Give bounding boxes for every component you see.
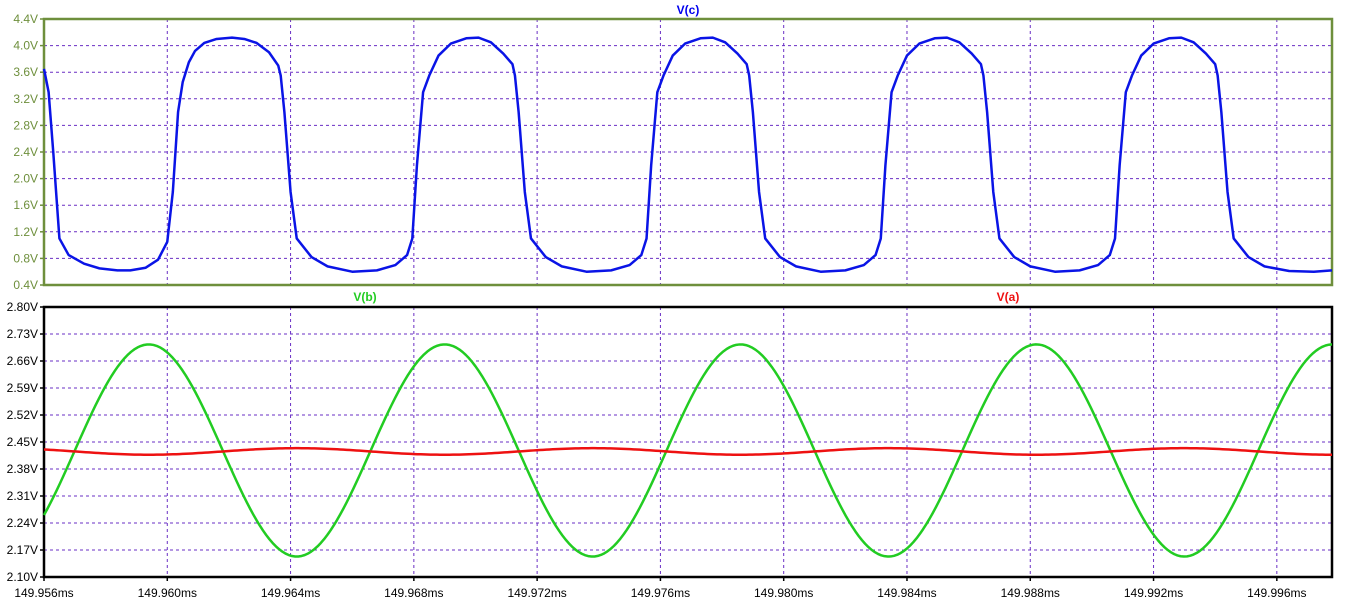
x-tick-label: 149.972ms (507, 586, 566, 600)
x-tick-label: 149.984ms (877, 586, 936, 600)
y-tick-label-vb-va: 2.10V (7, 570, 38, 584)
y-tick-label-vc: 3.6V (13, 65, 38, 79)
y-tick-label-vb-va: 2.24V (7, 516, 38, 530)
y-tick-label-vc: 2.4V (13, 145, 38, 159)
y-tick-label-vc: 3.2V (13, 92, 38, 106)
y-tick-label-vc: 4.4V (13, 12, 38, 26)
series-line-vc (42, 36, 1333, 273)
x-tick-label: 149.964ms (261, 586, 320, 600)
series-line-va (43, 446, 1333, 456)
y-tick-label-vc: 0.4V (13, 278, 38, 292)
y-tick-label-vb-va: 2.66V (7, 354, 38, 368)
y-tick-label-vb-va: 2.38V (7, 462, 38, 476)
plot-frame-vc (42, 17, 1334, 287)
series-title-va[interactable]: V(a) (997, 290, 1020, 304)
x-tick-label: 149.988ms (1001, 586, 1060, 600)
y-tick-label-vb-va: 2.52V (7, 408, 38, 422)
series-line-vb (42, 343, 1333, 558)
y-tick-label-vc: 1.2V (13, 225, 38, 239)
y-tick-label-vc: 1.6V (13, 198, 38, 212)
y-tick-label-vc: 0.8V (13, 251, 38, 265)
y-tick-label-vb-va: 2.80V (7, 300, 38, 314)
x-tick-label: 149.996ms (1247, 586, 1306, 600)
x-tick-label: 149.976ms (631, 586, 690, 600)
x-tick-label: 149.956ms (14, 586, 73, 600)
y-tick-label-vb-va: 2.17V (7, 543, 38, 557)
series-title-vc[interactable]: V(c) (677, 3, 700, 17)
plot-frame-vb-va (42, 305, 1334, 579)
y-tick-label-vb-va: 2.31V (7, 489, 38, 503)
pane-vc: 0.4V 0.8V 1.2V 1.6V 2.0V 2.4V 2.8V 3.2V 3.6V 4.0V… (13, 12, 1334, 292)
y-tick-label-vb-va: 2.73V (7, 327, 38, 341)
y-tick-label-vb-va: 2.59V (7, 381, 38, 395)
x-tick-label: 149.980ms (754, 586, 813, 600)
pane-vb-va: 2.10V 2.17V 2.24V 2.31V 2.38V 2.45V 2.52V 2.59V… (7, 300, 1334, 600)
y-tick-label-vb-va: 2.45V (7, 435, 38, 449)
y-tick-label-vc: 2.0V (13, 172, 38, 186)
x-tick-label: 149.968ms (384, 586, 443, 600)
series-title-vb[interactable]: V(b) (353, 290, 376, 304)
x-tick-label: 149.992ms (1124, 586, 1183, 600)
y-tick-label-vc: 4.0V (13, 39, 38, 53)
x-tick-label: 149.960ms (138, 586, 197, 600)
y-tick-label-vc: 2.8V (13, 118, 38, 132)
